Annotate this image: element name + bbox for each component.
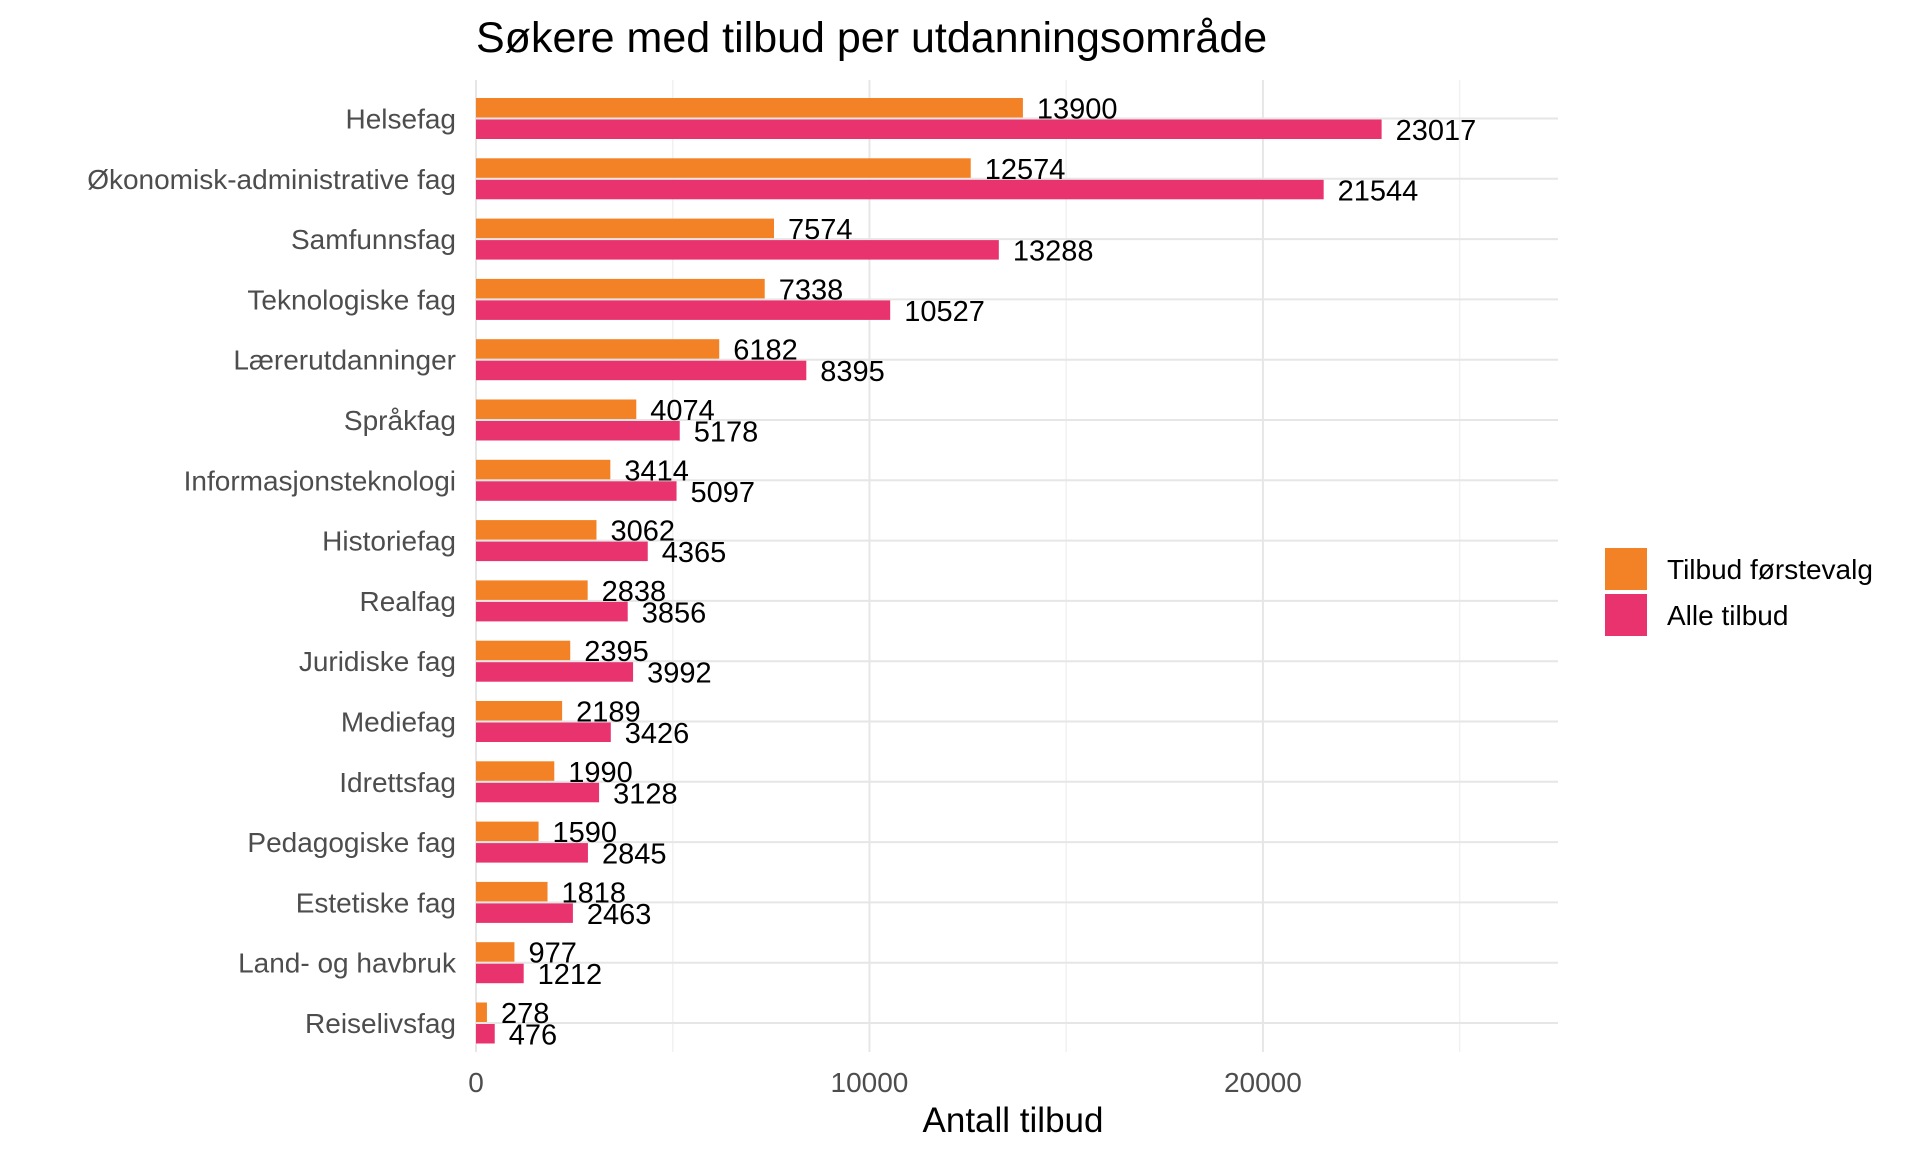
data-label: 5097 <box>691 477 756 509</box>
data-label: 1818 <box>562 877 627 909</box>
x-axis-title: Antall tilbud <box>923 1101 1104 1140</box>
x-tick-label: 0 <box>468 1067 484 1098</box>
data-labels: 13900 23017 12574 21544 7574 13288 7338 10527 61… <box>501 94 1476 1052</box>
bar-alle-tilbud <box>476 541 648 562</box>
data-label: 1990 <box>568 757 633 789</box>
bar-tilbud-forstevalg <box>476 339 720 359</box>
data-label: 7338 <box>779 274 844 306</box>
data-label: 977 <box>528 938 576 970</box>
data-label: 21544 <box>1338 175 1419 207</box>
data-label: 4074 <box>650 395 715 427</box>
data-label: 3062 <box>610 516 675 548</box>
bar-tilbud-forstevalg <box>476 942 515 962</box>
data-label: 7574 <box>788 214 853 246</box>
data-label: 2845 <box>602 839 667 871</box>
data-label: 476 <box>509 1020 557 1052</box>
data-label: 13288 <box>1013 236 1094 268</box>
bar-tilbud-forstevalg <box>476 1002 487 1022</box>
category-label: Mediefag <box>341 707 456 738</box>
data-label: 2189 <box>576 697 641 729</box>
legend-key <box>1605 548 1647 590</box>
legend-key <box>1605 594 1647 636</box>
category-label: Informasjonsteknologi <box>184 465 456 496</box>
legend: Tilbud førstevalg Alle tilbud <box>1605 548 1873 636</box>
bars <box>476 98 1382 1044</box>
bar-alle-tilbud <box>476 782 600 803</box>
data-label: 278 <box>501 998 549 1030</box>
bar-tilbud-forstevalg <box>476 701 563 721</box>
data-label: 8395 <box>820 356 885 388</box>
category-labels: Helsefag Økonomisk-administrative fag Samf… <box>87 104 457 1040</box>
bar-alle-tilbud <box>476 843 588 863</box>
category-label: Estetiske fag <box>296 887 456 918</box>
bar-tilbud-forstevalg <box>476 158 971 178</box>
data-label: 1212 <box>538 959 603 991</box>
bar-tilbud-forstevalg <box>476 459 611 480</box>
bar-tilbud-forstevalg <box>476 520 597 540</box>
bar-alle-tilbud <box>476 1024 495 1044</box>
category-label: Samfunnsfag <box>291 224 456 255</box>
data-label: 3128 <box>613 778 678 810</box>
bar-tilbud-forstevalg <box>476 881 548 902</box>
bar-alle-tilbud <box>476 300 891 320</box>
chart-title: Søkere med tilbud per utdanningsområde <box>476 14 1267 62</box>
bar-alle-tilbud <box>476 360 807 381</box>
bar-alle-tilbud <box>476 179 1324 200</box>
bar-tilbud-forstevalg <box>476 278 765 299</box>
bar-tilbud-forstevalg <box>476 218 775 239</box>
category-label: Pedagogiske fag <box>247 827 456 858</box>
legend-label: Tilbud førstevalg <box>1667 554 1873 585</box>
bar-alle-tilbud <box>476 481 677 501</box>
category-label: Realfag <box>359 586 456 617</box>
legend-label: Alle tilbud <box>1667 600 1788 631</box>
category-label: Helsefag <box>345 104 456 135</box>
bar-alle-tilbud <box>476 119 1382 139</box>
category-label: Økonomisk-administrative fag <box>87 164 456 195</box>
bar-alle-tilbud <box>476 240 999 260</box>
category-label: Land- og havbruk <box>238 948 457 979</box>
category-label: Teknologiske fag <box>247 284 456 315</box>
bar-alle-tilbud <box>476 421 680 441</box>
data-label: 4365 <box>662 537 727 569</box>
data-label: 6182 <box>733 335 798 367</box>
bar-alle-tilbud <box>476 722 611 742</box>
grid-lines <box>475 80 1558 1052</box>
data-label: 13900 <box>1037 94 1118 126</box>
category-label: Historiefag <box>322 526 456 557</box>
bar-tilbud-forstevalg <box>476 640 571 661</box>
data-label: 3856 <box>642 597 707 629</box>
data-label: 2838 <box>602 576 667 608</box>
data-label: 3992 <box>647 658 712 690</box>
bar-alle-tilbud <box>476 963 524 984</box>
data-label: 23017 <box>1396 115 1477 147</box>
x-tick-label: 20000 <box>1224 1067 1302 1098</box>
data-label: 12574 <box>985 154 1066 186</box>
bar-alle-tilbud <box>476 601 628 622</box>
category-label: Idrettsfag <box>339 767 456 798</box>
data-label: 2395 <box>584 636 649 668</box>
category-label: Språkfag <box>344 405 456 436</box>
category-label: Juridiske fag <box>299 646 456 677</box>
x-axis-ticks: 0 10000 20000 <box>468 1067 1302 1098</box>
bar-tilbud-forstevalg <box>476 821 539 842</box>
bar-tilbud-forstevalg <box>476 761 555 781</box>
data-label: 3414 <box>624 455 689 487</box>
bar-alle-tilbud <box>476 903 573 923</box>
bar-tilbud-forstevalg <box>476 399 637 419</box>
data-label: 3426 <box>625 718 690 750</box>
data-label: 10527 <box>904 296 985 328</box>
category-label: Reiselivsfag <box>305 1008 456 1039</box>
category-label: Lærerutdanninger <box>233 345 456 376</box>
data-label: 1590 <box>553 817 618 849</box>
bar-tilbud-forstevalg <box>476 580 588 600</box>
data-label: 2463 <box>587 899 652 931</box>
data-label: 5178 <box>694 417 759 449</box>
x-tick-label: 10000 <box>831 1067 909 1098</box>
bar-tilbud-forstevalg <box>476 98 1023 118</box>
bar-alle-tilbud <box>476 662 634 682</box>
